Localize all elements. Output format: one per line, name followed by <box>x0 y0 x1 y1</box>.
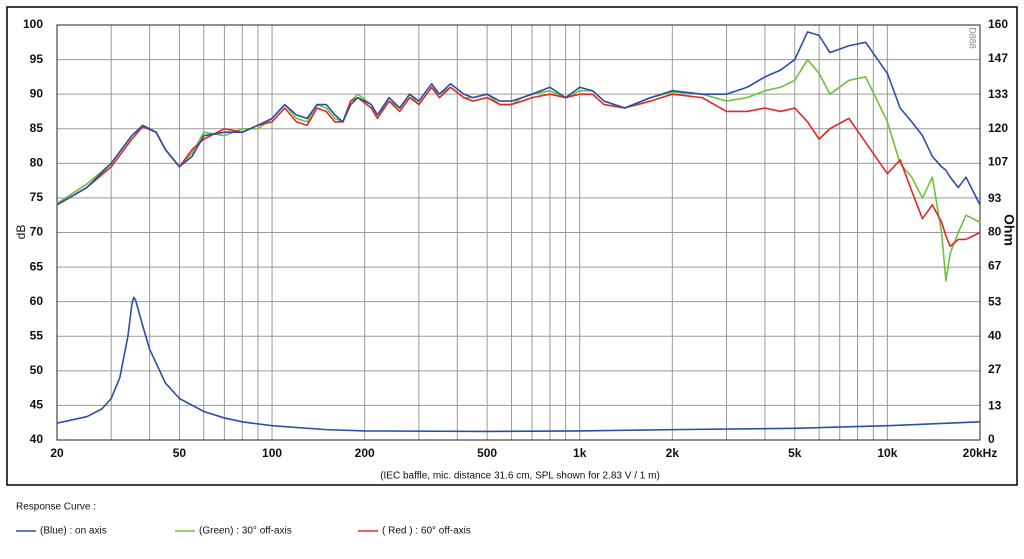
x-tick-label: 500 <box>477 446 497 460</box>
x-tick-label: 5k <box>788 446 802 460</box>
y-tick-label: 75 <box>30 190 44 204</box>
y-tick-label: 95 <box>30 52 44 66</box>
x-tick-label: 1k <box>573 446 587 460</box>
x-tick-label: 100 <box>262 446 282 460</box>
y-axis-label: dB <box>14 225 28 240</box>
y-tick-label: 45 <box>30 398 44 412</box>
series-line <box>56 86 981 248</box>
y2-tick-label: 80 <box>988 225 1002 239</box>
x-tick-label: 200 <box>355 446 375 460</box>
y-tick-label: 90 <box>30 86 44 100</box>
legend-label: ( Red ) : 60° off-axis <box>382 526 471 537</box>
y2-tick-label: 93 <box>988 191 1002 205</box>
x-tick-label: 2k <box>666 446 680 460</box>
y-tick-label: 80 <box>30 156 44 170</box>
y-tick-label: 40 <box>30 432 44 446</box>
y2-tick-label: 120 <box>988 121 1008 135</box>
y-tick-label: 60 <box>30 294 44 308</box>
legend-label: (Blue) : on axis <box>40 526 107 537</box>
y2-tick-label: 13 <box>988 398 1002 412</box>
y-tick-label: 70 <box>30 225 44 239</box>
legend-title: Response Curve : <box>16 502 96 513</box>
y-tick-label: 85 <box>30 121 44 135</box>
legend-label: (Green) : 30° off-axis <box>199 526 292 537</box>
y2-tick-label: 133 <box>988 87 1008 101</box>
caption: (IEC baffle, mic. distance 31.6 cm, SPL … <box>380 471 660 482</box>
grid <box>56 24 981 441</box>
y2-tick-label: 107 <box>988 155 1008 169</box>
x-tick-label: 20 <box>50 446 64 460</box>
y2-tick-label: 53 <box>988 295 1002 309</box>
series-line <box>56 58 981 282</box>
series-line <box>56 31 981 206</box>
y2-tick-label: 27 <box>988 362 1002 376</box>
x-tick-label: 20kHz <box>963 446 998 460</box>
y2-tick-label: 147 <box>988 51 1008 65</box>
frame <box>6 6 1018 486</box>
y2-axis-label: Ohm <box>1001 214 1017 246</box>
series-line <box>56 296 981 433</box>
x-tick-label: 10k <box>877 446 897 460</box>
y-tick-label: 50 <box>30 363 44 377</box>
y-tick-label: 55 <box>30 328 44 342</box>
x-tick-label: 50 <box>173 446 187 460</box>
y-tick-label: 100 <box>23 17 43 31</box>
watermark: D888 <box>968 27 978 49</box>
y2-tick-label: 40 <box>988 328 1002 342</box>
y2-tick-label: 160 <box>988 17 1008 31</box>
y2-tick-label: 0 <box>988 432 995 446</box>
y2-tick-label: 67 <box>988 258 1002 272</box>
y-tick-label: 65 <box>30 259 44 273</box>
